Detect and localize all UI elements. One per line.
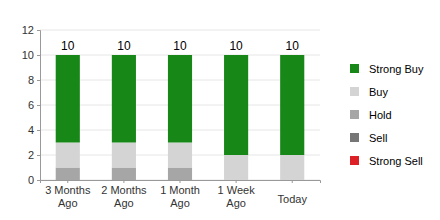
x-tick-label: Today	[278, 193, 308, 205]
x-tick-label: 1 MonthAgo	[160, 184, 200, 209]
x-tick-label-line: 1 Week	[218, 184, 256, 196]
legend-item: Buy	[350, 86, 388, 98]
legend-item: Strong Buy	[350, 63, 424, 75]
x-tick-mark	[123, 180, 124, 183]
x-tick-label-line: 3 Months	[45, 184, 91, 196]
bar-segment	[280, 55, 304, 155]
y-axis-line	[37, 31, 41, 181]
y-tick-label: 0	[28, 174, 34, 186]
legend-item: Sell	[350, 132, 387, 144]
y-tick-label: 4	[28, 124, 34, 136]
chart: 0246810123 MonthsAgo2 MonthsAgo1 MonthAg…	[0, 0, 440, 220]
legend-swatch	[350, 87, 359, 96]
totals: 10 10 10 10 10	[61, 39, 299, 53]
y-tick: 10	[22, 49, 40, 61]
x-tick: Today	[278, 180, 308, 205]
x-tick-label: 2 MonthsAgo	[101, 184, 147, 209]
y-tick-mark	[37, 30, 40, 31]
bar-segment	[168, 168, 192, 181]
y-tick-mark	[37, 105, 40, 106]
y-tick-label: 12	[22, 24, 34, 36]
legend-label: Sell	[369, 132, 387, 144]
y-tick: 6	[28, 99, 40, 111]
y-tick-mark	[37, 80, 40, 81]
legend-swatch	[350, 110, 359, 119]
x-tick-label: 3 MonthsAgo	[45, 184, 91, 209]
legend-label: Buy	[369, 86, 388, 98]
x-tick-label-line: 1 Month	[160, 184, 200, 196]
x-tick-label-line: 2 Months	[101, 184, 147, 196]
legend-label: Strong Sell	[369, 155, 423, 167]
y-tick-label: 2	[28, 149, 34, 161]
grid-line	[40, 30, 320, 31]
x-tick-label-line: Ago	[170, 197, 190, 209]
y-tick: 0	[28, 174, 40, 186]
y-tick-mark	[37, 155, 40, 156]
x-tick-label-line: Ago	[58, 197, 78, 209]
y-tick-label: 10	[22, 49, 34, 61]
grid	[40, 30, 320, 180]
x-axis: 3 MonthsAgo2 MonthsAgo1 MonthAgo1 WeekAg…	[41, 180, 321, 209]
total-label: 10	[117, 39, 131, 53]
x-tick-label-line: Today	[278, 193, 308, 205]
x-tick-label: 1 WeekAgo	[218, 184, 256, 209]
total-label: 10	[229, 39, 243, 53]
legend-item: Hold	[350, 109, 392, 121]
bar-segment	[112, 55, 136, 143]
bar-segment	[56, 55, 80, 143]
x-tick-mark	[67, 180, 68, 183]
x-tick-mark	[236, 180, 237, 183]
bar-segment	[224, 155, 248, 180]
y-tick: 4	[28, 124, 40, 136]
series-bars	[56, 168, 192, 181]
total-label: 10	[61, 39, 75, 53]
legend: Strong Buy Buy Hold Sell Strong Sell	[350, 63, 424, 167]
y-tick: 12	[22, 24, 40, 36]
bar-segment	[112, 143, 136, 168]
x-tick-mark	[292, 180, 293, 183]
x-tick: 1 WeekAgo	[218, 180, 256, 209]
x-tick-label-line: Ago	[226, 197, 246, 209]
bar-segment	[168, 55, 192, 143]
y-tick-label: 8	[28, 74, 34, 86]
total-label: 10	[286, 39, 300, 53]
y-axis: 0 2 4 6 8 10 12	[22, 24, 41, 186]
legend-swatch	[350, 133, 359, 142]
bar-segment	[224, 55, 248, 155]
y-tick-label: 6	[28, 99, 34, 111]
legend-label: Hold	[369, 109, 392, 121]
bar-segment	[280, 155, 304, 180]
series-bars	[56, 55, 305, 155]
y-tick: 8	[28, 74, 40, 86]
bar-segment	[112, 168, 136, 181]
x-tick: 2 MonthsAgo	[101, 180, 147, 209]
x-tick-label-line: Ago	[114, 197, 134, 209]
legend-item: Strong Sell	[350, 155, 423, 167]
bar-segment	[168, 143, 192, 168]
y-tick-mark	[37, 55, 40, 56]
legend-swatch	[350, 64, 359, 73]
legend-swatch	[350, 156, 359, 165]
total-label: 10	[173, 39, 187, 53]
x-axis-line	[41, 181, 321, 184]
bar-segment	[56, 143, 80, 168]
x-tick: 3 MonthsAgo	[45, 180, 91, 209]
y-tick: 2	[28, 149, 40, 161]
x-tick-mark	[180, 180, 181, 183]
bar-segment	[56, 168, 80, 181]
legend-label: Strong Buy	[369, 63, 424, 75]
y-tick-mark	[37, 180, 40, 181]
y-tick-mark	[37, 130, 40, 131]
series-bars	[56, 143, 305, 181]
bars	[56, 55, 305, 180]
x-tick: 1 MonthAgo	[160, 180, 200, 209]
